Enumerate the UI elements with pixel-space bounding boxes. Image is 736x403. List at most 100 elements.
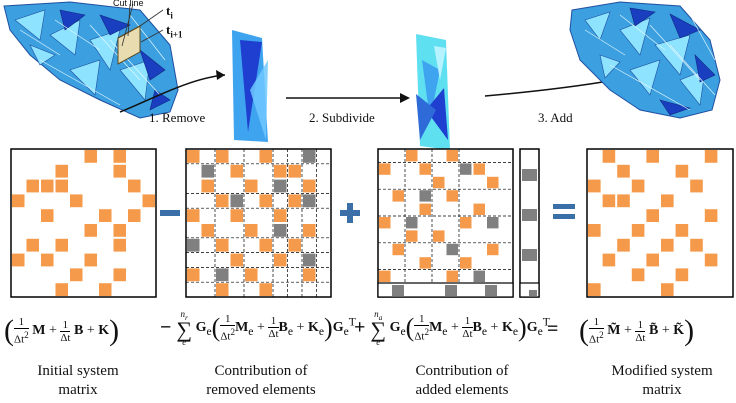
modified-matrix-entry	[646, 253, 659, 267]
modified-matrix-entry	[704, 150, 718, 163]
modified-matrix-entry	[646, 209, 659, 222]
initial-matrix-entry	[41, 179, 54, 193]
modified-matrix-entry	[602, 150, 616, 163]
modified-matrix-entry	[704, 253, 718, 267]
initial-matrix-entry	[41, 253, 54, 267]
added-matrix-entry	[406, 230, 418, 242]
initial-matrix-entry	[128, 179, 141, 193]
added-column-entry	[522, 249, 537, 261]
arrow-add	[484, 79, 616, 97]
added-matrix-gray-entry	[460, 163, 472, 175]
added-column-entry	[522, 169, 537, 181]
modified-matrix-entry	[690, 179, 703, 193]
initial-matrix-entry	[55, 283, 68, 296]
modified-matrix-entry	[690, 238, 703, 252]
caption-added: Contribution of added elements	[415, 363, 509, 398]
minus-operator	[160, 210, 180, 216]
initial-matrix-entry	[113, 268, 126, 282]
initial-matrix-entry	[113, 150, 126, 163]
modified-matrix-entry	[617, 164, 630, 178]
equation-added: + na ∑ e Ge(1 Δt2Me + 1 ΔtBe + Ke)GeT	[354, 309, 550, 347]
removed-matrix-entry	[230, 209, 243, 222]
modified-matrix-frame	[586, 148, 734, 298]
modified-matrix-entry	[675, 268, 689, 282]
modified-matrix-entry	[675, 164, 689, 178]
removed-matrix-entry	[230, 253, 243, 267]
t-i-label: ti	[166, 3, 173, 21]
added-row-entry	[445, 285, 457, 296]
added-row-entry	[485, 285, 497, 296]
added-matrix-entry	[487, 176, 499, 189]
removed-matrix-entry	[187, 268, 200, 282]
added-matrix-entry	[460, 257, 472, 269]
initial-matrix-entry	[99, 209, 112, 222]
removed-matrix-gray-entry	[216, 268, 229, 282]
initial-matrix-entry	[26, 179, 39, 193]
arrow-remove	[119, 74, 226, 113]
removed-matrix-entry	[245, 268, 258, 282]
initial-matrix-entry	[55, 179, 68, 193]
removed-matrix-entry	[230, 164, 243, 178]
modified-matrix-entry	[631, 268, 645, 282]
initial-matrix-entry	[12, 194, 25, 208]
modified-matrix-entry	[631, 179, 645, 193]
removed-matrix-gray-entry	[303, 194, 316, 208]
modified-matrix-entry	[661, 238, 674, 252]
removed-matrix-entry	[259, 283, 272, 296]
removed-matrix-entry	[303, 224, 316, 237]
removed-matrix-entry	[201, 224, 214, 237]
initial-matrix-entry	[84, 150, 97, 163]
modified-matrix-entry	[588, 283, 601, 296]
modified-matrix-entry	[617, 238, 630, 252]
initial-matrix-entry	[99, 283, 112, 296]
removed-matrix-entry	[259, 238, 272, 252]
added-matrix-entry	[379, 270, 391, 282]
modified-matrix-entry	[617, 194, 630, 208]
removed-matrix-gray-entry	[303, 150, 316, 163]
added-matrix-entry	[419, 257, 431, 269]
added-row-entry	[392, 285, 404, 296]
added-matrix-entry	[473, 203, 485, 215]
added-matrix-entry	[419, 163, 431, 175]
added-matrix-entry	[433, 176, 445, 189]
modified-matrix-entry	[661, 283, 674, 296]
initial-matrix-entry	[70, 268, 83, 282]
removed-matrix-entry	[245, 224, 258, 237]
equation-removed: − nr ∑ e Ge(1 Δt2Me + 1 ΔtBe + Ke)GeT	[160, 309, 356, 347]
initial-matrix-entry	[84, 224, 97, 237]
removed-matrix-entry	[274, 209, 287, 222]
removed-matrix-entry	[201, 179, 214, 193]
modified-matrix-entry	[588, 179, 601, 193]
added-matrix-entry	[460, 217, 472, 229]
removed-matrix-gray-entry	[274, 224, 287, 237]
added-matrix-entry	[392, 190, 404, 202]
added-column-entry	[522, 209, 537, 221]
step-remove-label: 1. Remove	[149, 110, 206, 125]
removed-matrix-entry	[187, 150, 200, 163]
cut-plane	[117, 25, 141, 65]
step-subdivide-label: 2. Subdivide	[309, 110, 375, 125]
initial-matrix-entry	[55, 238, 68, 252]
removed-matrix-gray-entry	[230, 194, 243, 208]
initial-matrix-entry	[41, 209, 54, 222]
initial-matrix-entry	[26, 238, 39, 252]
added-matrix-entry	[473, 163, 485, 175]
liver-mesh-left	[3, 1, 179, 119]
modified-matrix-entry	[602, 194, 616, 208]
added-matrix-entry	[433, 230, 445, 242]
removed-matrix-entry	[303, 268, 316, 282]
subdivided-elements	[416, 34, 450, 150]
added-matrix-gray-entry	[473, 270, 485, 282]
initial-matrix-entry	[12, 253, 25, 267]
added-matrix-gray-entry	[487, 217, 499, 229]
added-matrix-entry	[487, 243, 499, 256]
removed-matrix-entry	[288, 194, 301, 208]
removed-matrix-entry	[259, 150, 272, 163]
modified-matrix-entry	[602, 253, 616, 267]
initial-matrix-entry	[113, 164, 126, 178]
removed-matrix-gray-entry	[201, 164, 214, 178]
initial-matrix-entry	[142, 194, 155, 208]
initial-matrix-frame	[10, 148, 157, 298]
step-add-label: 3. Add	[538, 110, 573, 125]
